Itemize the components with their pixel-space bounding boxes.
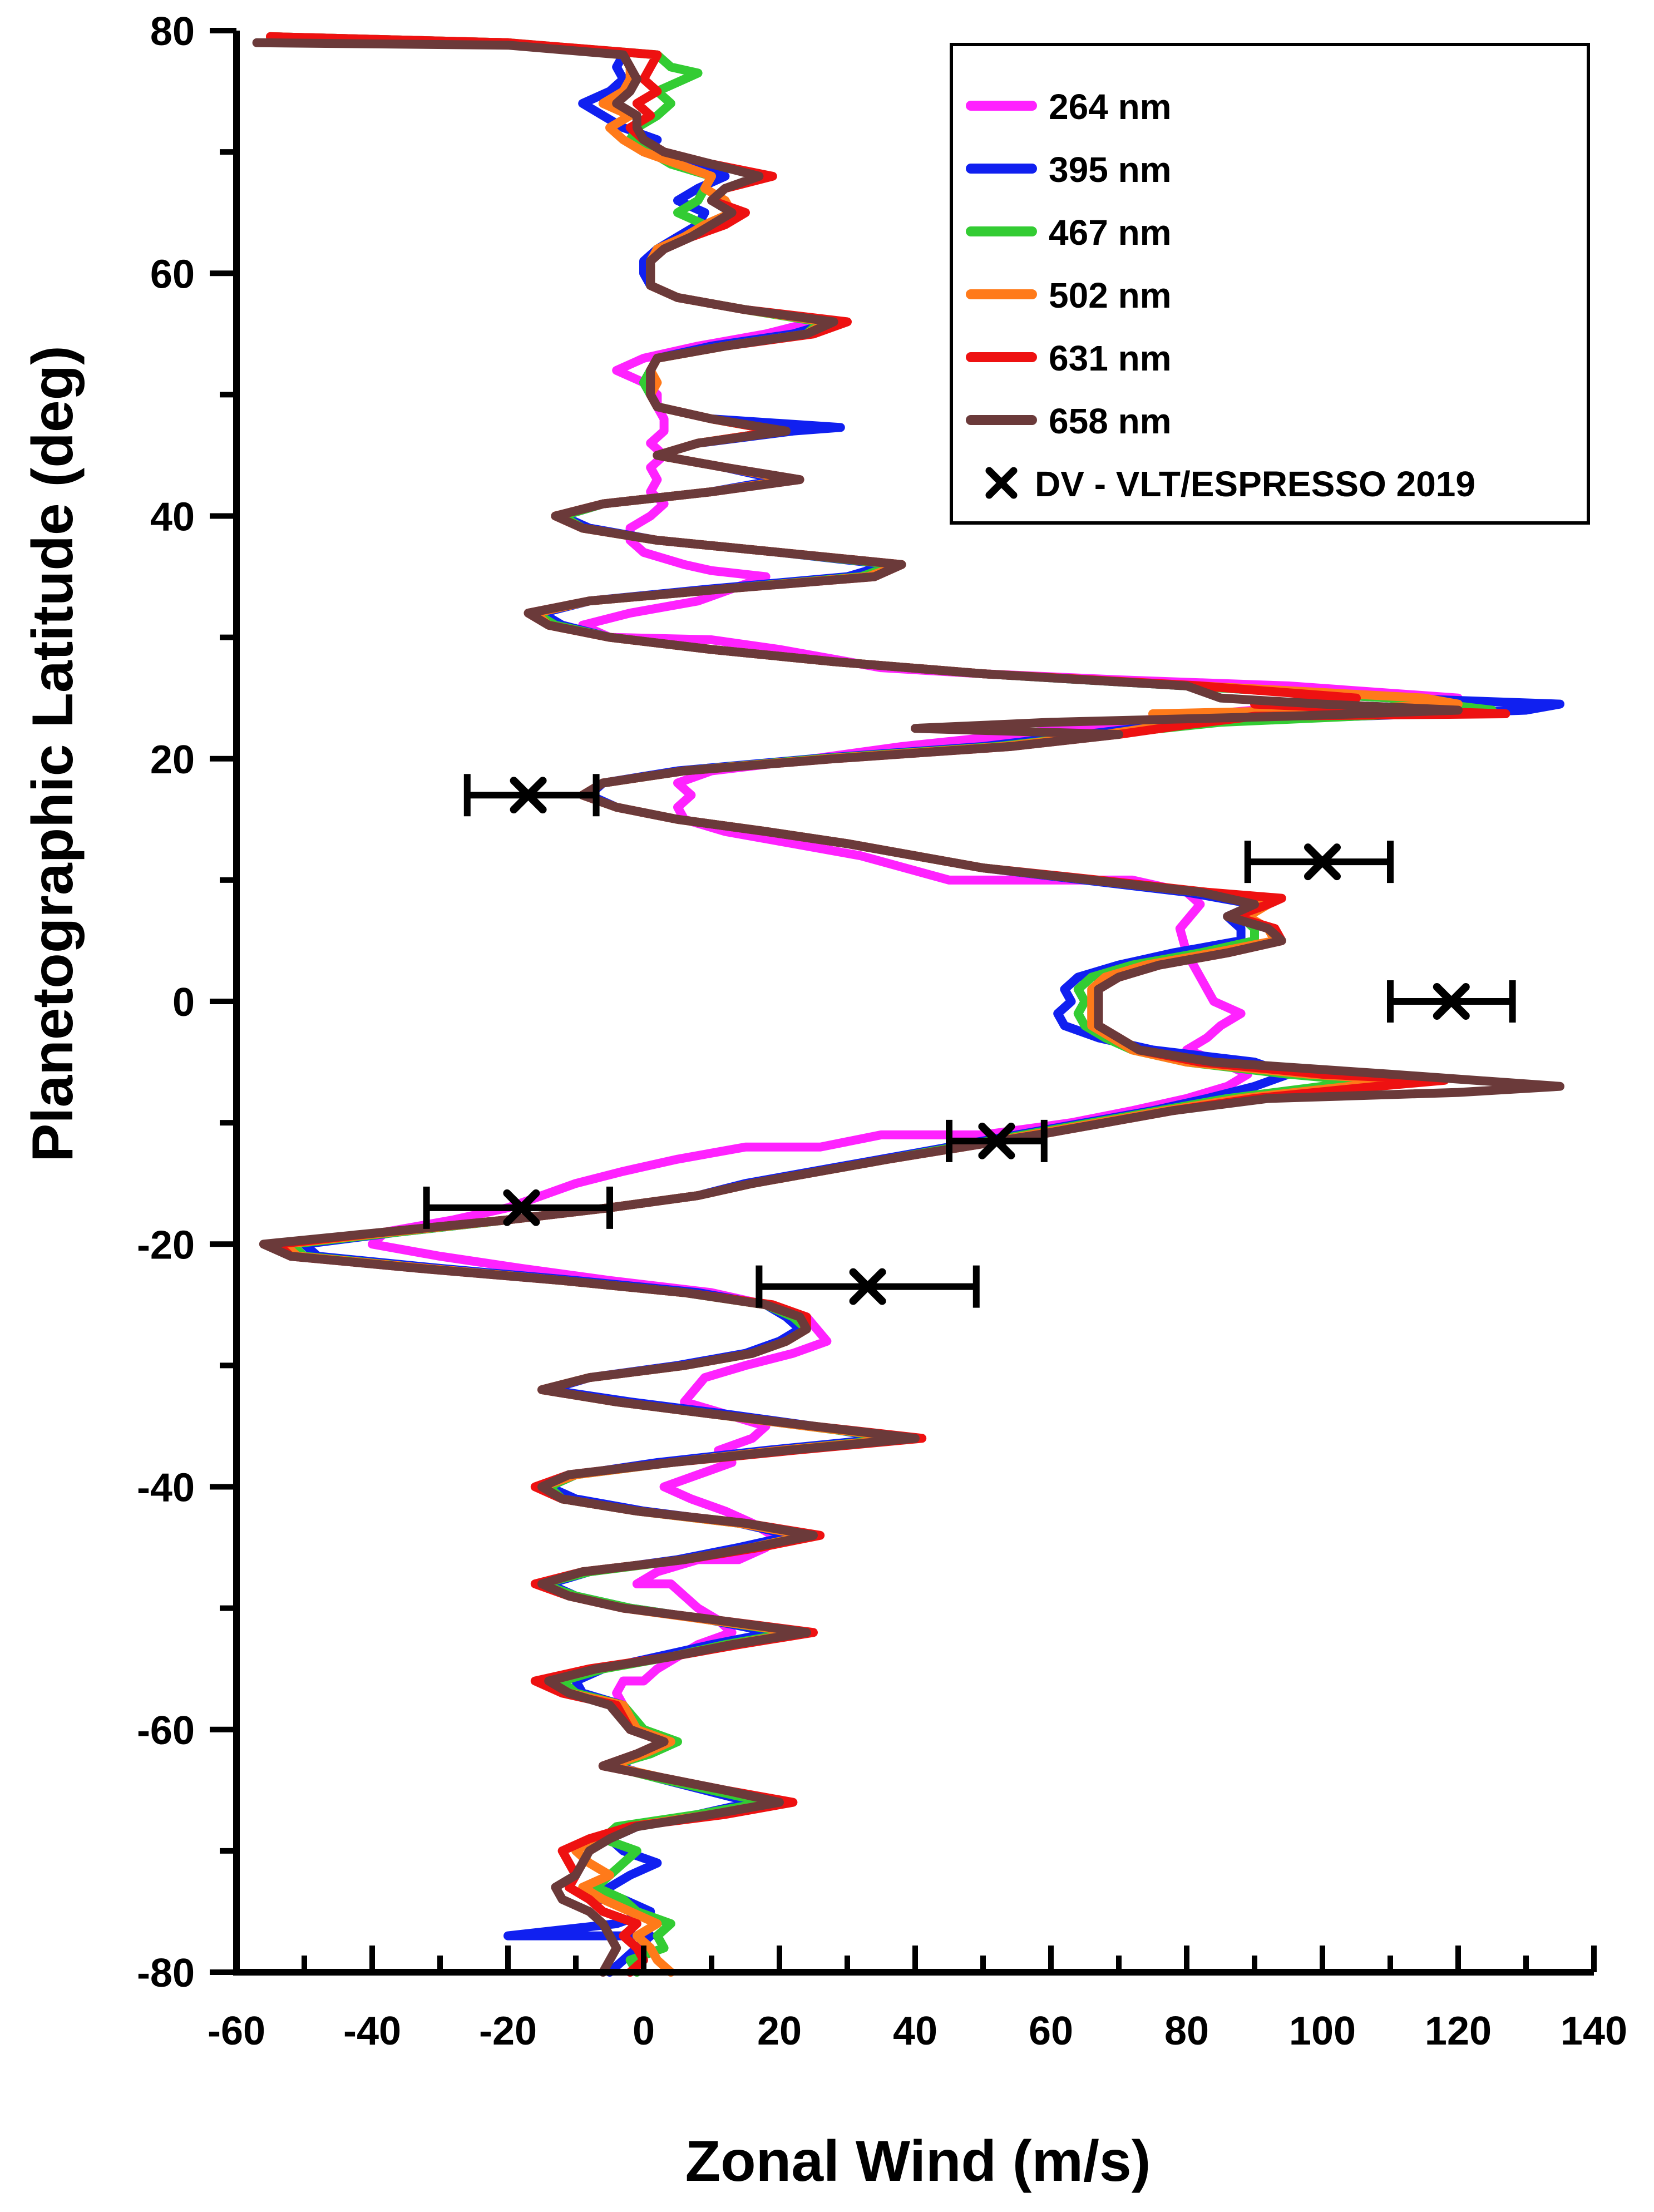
- y-tick-label: 60: [150, 252, 195, 297]
- observation-marker: [510, 777, 547, 814]
- legend-label: 502 nm: [1049, 275, 1172, 315]
- legend-label: 395 nm: [1049, 150, 1172, 190]
- legend-box: [950, 43, 1590, 525]
- x-tick-label: 20: [757, 2009, 802, 2053]
- legend-label: DV - VLT/ESPRESSO 2019: [1035, 464, 1475, 504]
- observation-marker: [1304, 843, 1341, 881]
- y-tick-label: 80: [150, 9, 195, 54]
- x-tick-label: 40: [893, 2009, 937, 2053]
- observation-marker: [503, 1189, 540, 1226]
- legend-entry-631-nm: 631 nm: [966, 338, 1172, 378]
- y-tick-label: 40: [150, 495, 195, 540]
- x-tick-label: 60: [1029, 2009, 1073, 2053]
- y-tick-label: -40: [137, 1466, 195, 1510]
- legend-marker: [985, 467, 1018, 499]
- observation-point-1: [463, 774, 600, 817]
- legend-entry-658-nm: 658 nm: [966, 401, 1172, 441]
- series-line-264-nm: [368, 317, 1463, 1710]
- observation-marker: [849, 1268, 886, 1305]
- legend-label: 658 nm: [1049, 401, 1172, 441]
- observation-marker: [1433, 983, 1470, 1020]
- y-axis-title: Planetographic Latitude (deg): [21, 345, 85, 1162]
- observation-point-6: [756, 1265, 980, 1308]
- legend-entry-467-nm: 467 nm: [966, 213, 1172, 253]
- series-line-658-nm: [252, 38, 1564, 1977]
- x-tick-label: -60: [208, 2009, 265, 2053]
- y-tick-label: -60: [137, 1709, 195, 1753]
- legend-label: 264 nm: [1049, 87, 1172, 127]
- y-tick-label: 20: [150, 738, 195, 782]
- x-tick-label: -40: [343, 2009, 401, 2053]
- legend-label: 631 nm: [1049, 338, 1172, 378]
- observation-point-3: [1387, 980, 1516, 1023]
- x-tick-label: -20: [479, 2009, 537, 2053]
- observation-marker: [978, 1122, 1015, 1159]
- x-tick-label: 80: [1164, 2009, 1209, 2053]
- observation-point-5: [423, 1186, 613, 1229]
- y-tick-label: 0: [172, 980, 195, 1025]
- x-tick-label: 140: [1561, 2009, 1627, 2053]
- legend-entry-observations: DV - VLT/ESPRESSO 2019: [985, 464, 1475, 504]
- x-tick-label: 0: [633, 2009, 655, 2053]
- observation-point-2: [1244, 841, 1394, 883]
- legend-entry-395-nm: 395 nm: [966, 150, 1172, 190]
- observation-point-4: [946, 1119, 1048, 1162]
- legend-entry-264-nm: 264 nm: [966, 87, 1172, 127]
- x-tick-label: 120: [1425, 2009, 1492, 2053]
- y-tick-label: -20: [137, 1223, 195, 1267]
- x-tick-label: 100: [1289, 2009, 1356, 2053]
- x-axis-title: Zonal Wind (m/s): [685, 2129, 1151, 2194]
- y-tick-label: -80: [137, 1951, 195, 1996]
- legend-entry-502-nm: 502 nm: [966, 275, 1172, 315]
- legend-label: 467 nm: [1049, 213, 1172, 253]
